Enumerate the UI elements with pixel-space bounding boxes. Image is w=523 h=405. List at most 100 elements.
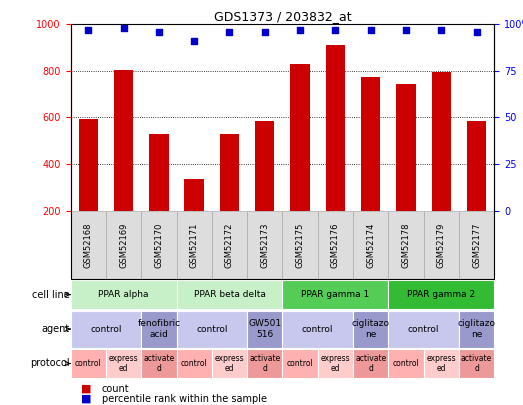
Point	[472, 28, 481, 35]
Point	[260, 28, 269, 35]
Bar	[353, 211, 388, 279]
Title: GDS1373 / 203832_at: GDS1373 / 203832_at	[213, 10, 351, 23]
Text: activate
d: activate d	[355, 354, 386, 373]
Point	[119, 25, 128, 31]
Bar	[388, 211, 424, 279]
Bar	[141, 349, 176, 378]
Text: ciglitazo
ne: ciglitazo ne	[458, 320, 496, 339]
Bar	[185, 179, 204, 257]
Bar	[176, 280, 282, 309]
Point	[84, 27, 93, 33]
Bar	[71, 311, 141, 347]
Bar	[212, 349, 247, 378]
Text: activate
d: activate d	[249, 354, 280, 373]
Bar	[176, 311, 247, 347]
Bar	[424, 211, 459, 279]
Text: GSM52178: GSM52178	[402, 222, 411, 268]
Bar	[290, 64, 310, 257]
Bar	[282, 211, 317, 279]
Bar	[282, 311, 353, 347]
Text: control: control	[287, 359, 313, 368]
Bar	[247, 211, 282, 279]
Bar	[78, 119, 98, 257]
Text: GSM52169: GSM52169	[119, 222, 128, 268]
Text: cell line: cell line	[32, 290, 70, 300]
Text: activate
d: activate d	[461, 354, 492, 373]
Bar	[353, 311, 388, 347]
Text: GSM52173: GSM52173	[260, 222, 269, 268]
Bar	[282, 280, 388, 309]
Bar	[431, 72, 451, 257]
Bar	[459, 311, 494, 347]
Text: count: count	[102, 384, 130, 394]
Text: control: control	[90, 324, 122, 334]
Bar	[176, 211, 212, 279]
Text: percentile rank within the sample: percentile rank within the sample	[102, 394, 267, 404]
Point	[402, 27, 410, 33]
Bar	[247, 349, 282, 378]
Text: GSM52170: GSM52170	[154, 222, 163, 268]
Text: GSM52172: GSM52172	[225, 222, 234, 268]
Text: GSM52174: GSM52174	[366, 222, 375, 268]
Point	[331, 27, 339, 33]
Bar	[459, 211, 494, 279]
Text: fenofibric
acid: fenofibric acid	[138, 320, 180, 339]
Bar	[220, 134, 239, 257]
Bar	[176, 349, 212, 378]
Bar	[141, 211, 176, 279]
Bar	[71, 211, 106, 279]
Bar	[388, 280, 494, 309]
Text: control: control	[408, 324, 439, 334]
Text: ■: ■	[81, 384, 92, 394]
Text: PPAR alpha: PPAR alpha	[98, 290, 149, 299]
Text: GSM52179: GSM52179	[437, 222, 446, 268]
Bar	[255, 121, 275, 257]
Text: express
ed: express ed	[214, 354, 244, 373]
Text: PPAR gamma 1: PPAR gamma 1	[301, 290, 369, 299]
Bar	[149, 134, 168, 257]
Text: PPAR beta delta: PPAR beta delta	[194, 290, 265, 299]
Text: GSM52177: GSM52177	[472, 222, 481, 268]
Text: GW501
516: GW501 516	[248, 320, 281, 339]
Text: express
ed: express ed	[109, 354, 139, 373]
Text: PPAR gamma 2: PPAR gamma 2	[407, 290, 475, 299]
Bar	[353, 349, 388, 378]
Text: GSM52168: GSM52168	[84, 222, 93, 268]
Text: activate
d: activate d	[143, 354, 175, 373]
Bar	[388, 349, 424, 378]
Text: ■: ■	[81, 394, 92, 404]
Point	[190, 38, 198, 44]
Text: ciglitazo
ne: ciglitazo ne	[351, 320, 390, 339]
Bar	[317, 211, 353, 279]
Bar	[114, 70, 133, 257]
Bar	[106, 211, 141, 279]
Text: GSM52175: GSM52175	[295, 222, 304, 268]
Point	[437, 27, 446, 33]
Text: control: control	[181, 359, 208, 368]
Bar	[388, 311, 459, 347]
Text: express
ed: express ed	[426, 354, 456, 373]
Text: control: control	[75, 359, 101, 368]
Bar	[212, 211, 247, 279]
Text: GSM52171: GSM52171	[190, 222, 199, 268]
Point	[225, 28, 234, 35]
Bar	[326, 45, 345, 257]
Point	[296, 27, 304, 33]
Text: control: control	[393, 359, 419, 368]
Text: agent: agent	[42, 324, 70, 334]
Bar	[317, 349, 353, 378]
Bar	[396, 84, 416, 257]
Text: protocol: protocol	[30, 358, 70, 369]
Bar	[424, 349, 459, 378]
Bar	[141, 311, 176, 347]
Bar	[247, 311, 282, 347]
Point	[155, 28, 163, 35]
Bar	[361, 77, 380, 257]
Point	[367, 27, 375, 33]
Text: control: control	[302, 324, 334, 334]
Bar	[71, 349, 106, 378]
Bar	[467, 121, 486, 257]
Text: GSM52176: GSM52176	[331, 222, 340, 268]
Bar	[459, 349, 494, 378]
Bar	[106, 349, 141, 378]
